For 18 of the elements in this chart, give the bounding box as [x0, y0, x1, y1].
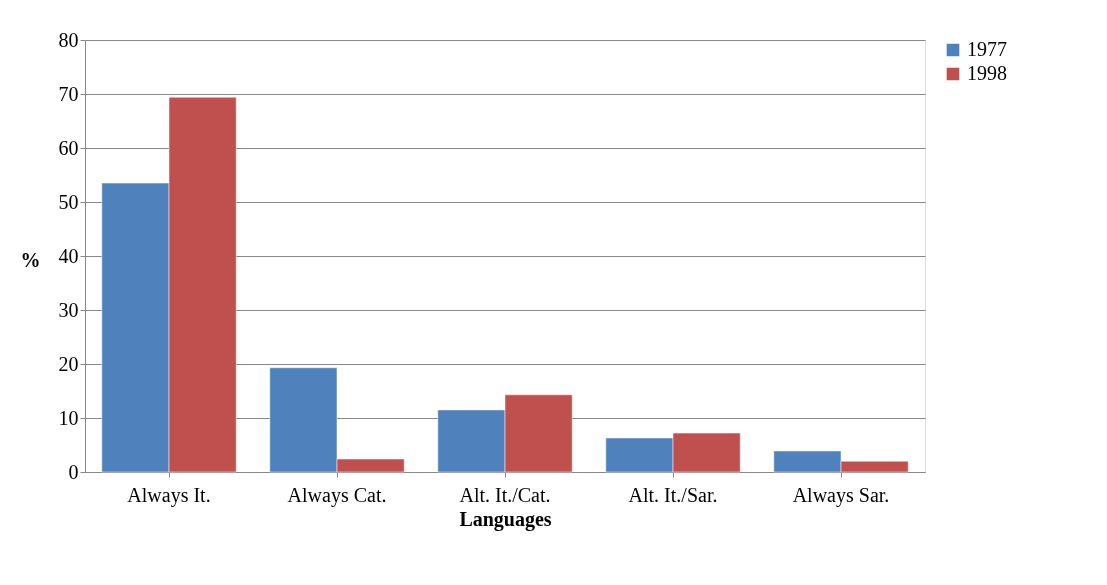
legend-label: 1998 [967, 62, 1007, 84]
x-tick-label: Alt. It./Sar. [628, 483, 718, 506]
x-tick-label: Always Cat. [287, 483, 387, 507]
y-tick-label: 80 [58, 28, 79, 51]
y-tick-label: 10 [58, 406, 79, 429]
x-tick-label: Always Sar. [792, 483, 890, 507]
x-tick-label: Alt. It./Cat. [459, 483, 551, 506]
y-tick-label: 60 [58, 136, 79, 159]
y-tick-label: 30 [58, 298, 79, 321]
y-tick-label: 50 [58, 190, 79, 213]
y-tick-label: 20 [58, 352, 79, 375]
y-tick-label: 70 [58, 82, 79, 105]
y-tick-label: 0 [68, 460, 79, 483]
x-tick-label: Always It. [127, 483, 211, 507]
y-axis-title: % [20, 248, 41, 271]
x-axis-title: Languages [459, 507, 552, 531]
legend-label: 1977 [967, 38, 1007, 60]
y-tick-label: 40 [58, 244, 79, 267]
